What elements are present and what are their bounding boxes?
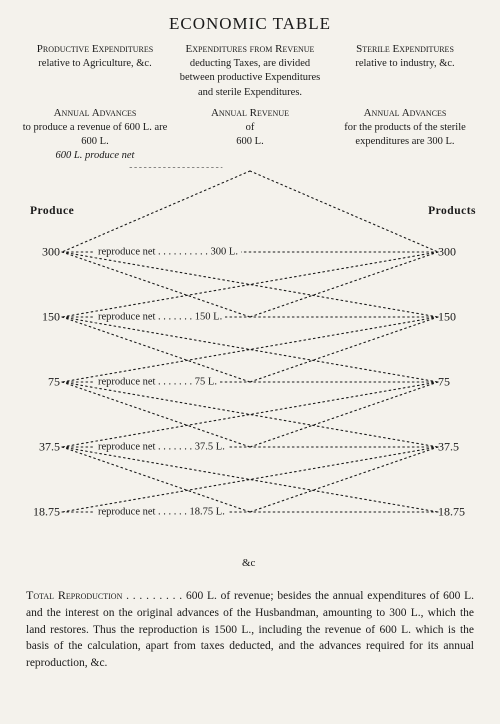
products-label: Products <box>428 205 476 217</box>
adv-left: Annual Advances to produce a revenue of … <box>20 106 170 164</box>
col-mid: Expenditures from Revenue deducting Taxe… <box>175 42 325 100</box>
right-value: 37.5 <box>438 440 472 455</box>
reproduce-label: reproduce net . . . . . . . 37.5 L. <box>95 442 228 453</box>
adv-right-head: Annual Advances <box>364 107 447 119</box>
left-value: 75 <box>30 375 60 390</box>
col-left-sub: relative to Agriculture, &c. <box>38 58 151 69</box>
right-value: 150 <box>438 310 472 325</box>
adv-left-sub: to produce a revenue of 600 L. are 600 L… <box>23 122 168 147</box>
col-mid-head: Expenditures from Revenue <box>186 43 315 55</box>
col-right: Sterile Expenditures relative to industr… <box>330 42 480 100</box>
right-value: 75 <box>438 375 472 390</box>
right-value: 18.75 <box>438 505 472 520</box>
produce-label: Produce <box>30 205 74 217</box>
footer-dots: . . . . . . . . . <box>122 590 186 602</box>
left-value: 18.75 <box>30 505 60 520</box>
adv-mid-sub: of <box>246 122 255 133</box>
col-right-head: Sterile Expenditures <box>356 43 454 55</box>
advances-row: Annual Advances to produce a revenue of … <box>0 100 500 164</box>
col-mid-sub: deducting Taxes, are divided between pro… <box>180 58 321 97</box>
reproduce-label: reproduce net . . . . . . 18.75 L. <box>95 507 228 518</box>
adv-right: Annual Advances for the products of the … <box>330 106 480 164</box>
reproduce-label: reproduce net . . . . . . . 75 L. <box>95 377 220 388</box>
adv-mid: Annual Revenue of 600 L. <box>175 106 325 164</box>
left-value: 37.5 <box>30 440 60 455</box>
reproduce-label: reproduce net . . . . . . . . . . 300 L. <box>95 247 241 258</box>
left-value: 150 <box>30 310 60 325</box>
col-left-head: Productive Expenditures <box>37 43 153 55</box>
tableau-diagram: Produce Products 300 300 reproduce net . . .… <box>0 167 500 587</box>
adv-mid-head: Annual Revenue <box>211 107 289 119</box>
col-right-sub: relative to industry, &c. <box>355 58 454 69</box>
reproduce-label: reproduce net . . . . . . . 150 L. <box>95 312 225 323</box>
right-value: 300 <box>438 245 472 260</box>
footer-paragraph: Total Reproduction . . . . . . . . . 600… <box>0 587 500 671</box>
page-title: ECONOMIC TABLE <box>0 0 500 34</box>
diagram-svg <box>0 167 500 587</box>
adv-left-note: 600 L. produce net <box>56 150 135 161</box>
column-headers: Productive Expenditures relative to Agri… <box>0 34 500 100</box>
footer-lead: Total Reproduction <box>26 588 122 602</box>
adv-right-sub: for the products of the sterile expendit… <box>344 122 466 147</box>
left-value: 300 <box>30 245 60 260</box>
etc-label: &c <box>242 557 255 569</box>
col-left: Productive Expenditures relative to Agri… <box>20 42 170 100</box>
adv-left-head: Annual Advances <box>54 107 137 119</box>
adv-mid-note: 600 L. <box>236 136 263 147</box>
